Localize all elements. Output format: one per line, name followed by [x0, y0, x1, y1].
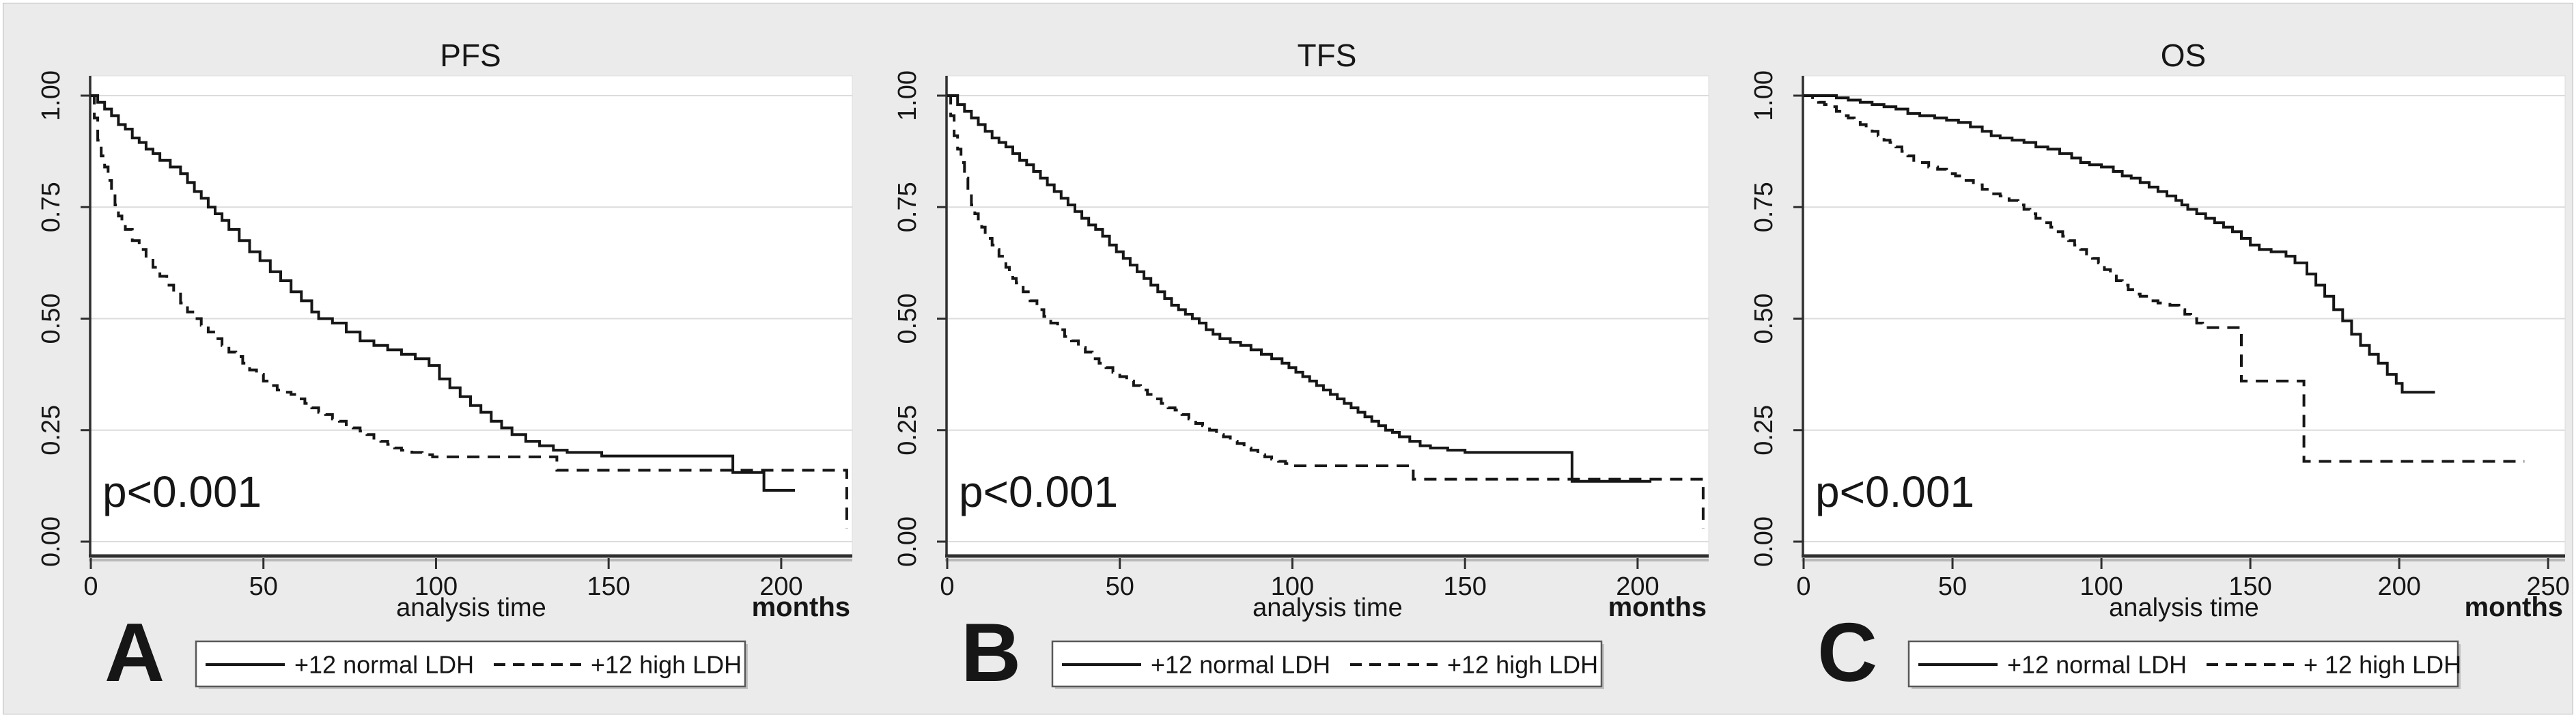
x-tick-label: 100 — [415, 572, 458, 601]
x-tick-label: 200 — [2377, 572, 2420, 601]
legend-label-normal-ldh: +12 normal LDH — [2007, 651, 2187, 679]
x-tick-label: 150 — [587, 572, 630, 601]
x-tick-label: 200 — [759, 572, 802, 601]
x-axis-label: analysis time — [1252, 594, 1403, 622]
panel-letter: A — [104, 606, 165, 699]
y-tick-label: 0.25 — [893, 405, 922, 456]
x-axis-unit-label: months — [1608, 592, 1707, 622]
y-tick-label: 0.75 — [1750, 182, 1778, 232]
y-tick-label: 0.50 — [1750, 294, 1778, 344]
plot-area — [89, 75, 853, 557]
y-tick-label: 0.75 — [37, 182, 66, 232]
panel-title: PFS — [440, 38, 501, 73]
legend-box — [195, 640, 746, 688]
legend-label-high-ldh: +12 high LDH — [591, 651, 742, 679]
x-tick-label: 100 — [1271, 572, 1314, 601]
x-tick-label: 50 — [1106, 572, 1134, 601]
x-tick-label: 150 — [2228, 572, 2271, 601]
x-tick-label: 50 — [249, 572, 278, 601]
legend-box — [1051, 640, 1603, 688]
panel-title: TFS — [1298, 38, 1357, 73]
y-tick-label: 0.00 — [893, 516, 922, 567]
x-tick-label: 0 — [940, 572, 954, 601]
x-tick-label: 100 — [2080, 572, 2123, 601]
survival-curve-high-ldh — [91, 94, 848, 529]
x-axis-unit-label: months — [752, 592, 850, 622]
x-tick-label: 200 — [1616, 572, 1659, 601]
y-tick-label: 0.25 — [37, 405, 66, 456]
x-tick-label: 250 — [2526, 572, 2569, 601]
legend-label-high-ldh: + 12 high LDH — [2304, 651, 2461, 679]
legend-box — [1907, 640, 2459, 688]
p-value-annotation: p<0.001 — [1815, 467, 1974, 516]
x-tick-label: 0 — [83, 572, 98, 601]
y-tick-label: 0.75 — [893, 182, 922, 232]
plot-area — [1802, 75, 2566, 557]
chart-layers: 0.00 0.25 0.50 0.75 1.00 0 50 100 150 200 — [37, 70, 853, 689]
y-tick-label: 0.00 — [37, 516, 66, 567]
survival-curve-high-ldh — [1804, 94, 2525, 463]
y-tick-label: 0.50 — [893, 294, 922, 344]
survival-curve-high-ldh — [947, 94, 1705, 529]
plot-area — [946, 75, 1709, 557]
survival-curve-normal-ldh — [947, 94, 1652, 483]
panel-letter: B — [961, 606, 1021, 699]
km-figure: 0.00 0.25 0.50 0.75 1.00 0 50 100 150 200 PFS p<0… — [3, 3, 2573, 714]
y-tick-label: 1.00 — [1750, 70, 1778, 121]
legend-label-normal-ldh: +12 normal LDH — [1151, 651, 1330, 679]
y-tick-label: 0.50 — [37, 294, 66, 344]
panel-letter: C — [1817, 606, 1877, 699]
y-tick-label: 0.00 — [1750, 516, 1778, 567]
x-tick-label: 50 — [1938, 572, 1967, 601]
panel-title: OS — [2161, 38, 2206, 73]
survival-curve-normal-ldh — [91, 94, 796, 492]
x-axis-label: analysis time — [2109, 594, 2259, 622]
p-value-annotation: p<0.001 — [959, 467, 1118, 516]
x-tick-label: 0 — [1796, 572, 1810, 601]
p-value-annotation: p<0.001 — [102, 467, 262, 516]
chart-layers: 0.00 0.25 0.50 0.75 1.00 0 50 100 150 200 250 — [1750, 70, 2570, 689]
y-tick-label: 1.00 — [893, 70, 922, 121]
legend-label-normal-ldh: +12 normal LDH — [294, 651, 474, 679]
km-panel-os: 0.00 0.25 0.50 0.75 1.00 0 50 100 150 200 250 OS p… — [1750, 38, 2570, 699]
y-tick-label: 1.00 — [37, 70, 66, 121]
x-tick-label: 150 — [1443, 572, 1486, 601]
chart-layers: 0.00 0.25 0.50 0.75 1.00 0 50 100 150 200 — [893, 70, 1709, 689]
km-panel-pfs: 0.00 0.25 0.50 0.75 1.00 0 50 100 150 200 PFS p<0… — [37, 38, 853, 699]
survival-curve-normal-ldh — [1804, 94, 2435, 394]
x-axis-label: analysis time — [396, 594, 546, 622]
km-panel-tfs: 0.00 0.25 0.50 0.75 1.00 0 50 100 150 200 TFS p<0… — [893, 38, 1709, 699]
y-tick-label: 0.25 — [1750, 405, 1778, 456]
x-axis-unit-label: months — [2465, 592, 2563, 622]
legend-label-high-ldh: +12 high LDH — [1447, 651, 1598, 679]
